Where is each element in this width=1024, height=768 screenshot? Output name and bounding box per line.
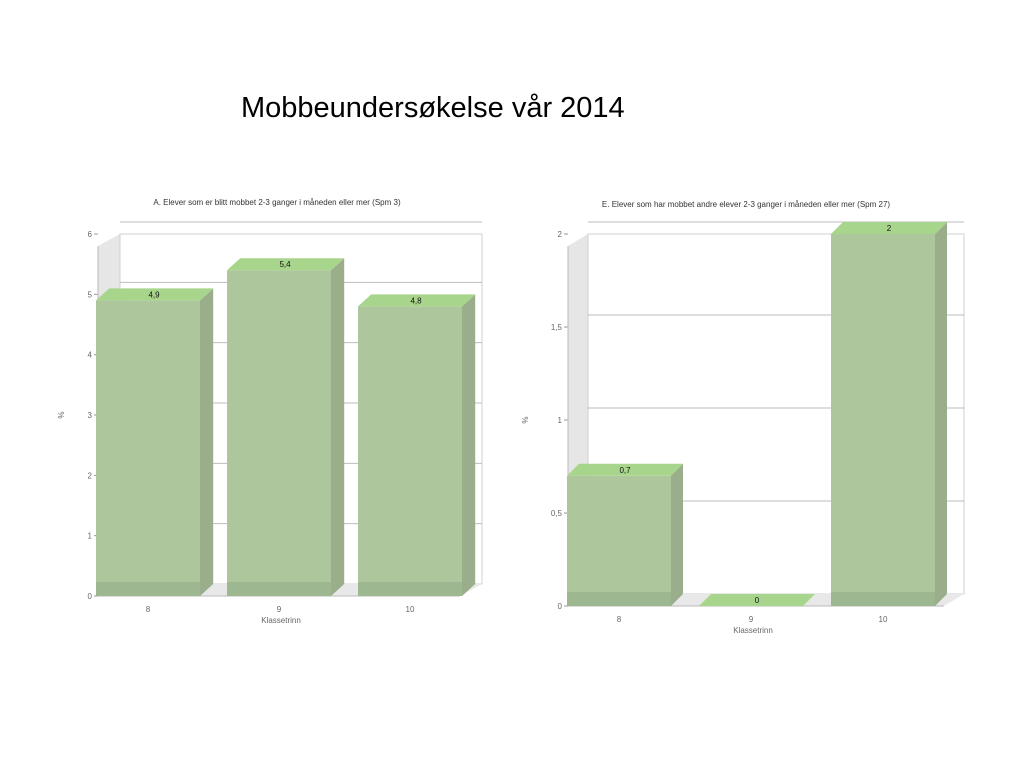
bar-top (227, 258, 345, 271)
chart-bullied: A. Elever som er blitt mobbet 2-3 ganger… (57, 198, 483, 625)
data-label: 0,7 (619, 466, 631, 475)
y-tick-label: 2 (558, 230, 563, 239)
y-tick-label: 1 (558, 416, 563, 425)
bar (567, 463, 683, 606)
x-tick-label: 10 (879, 615, 888, 624)
data-label: 0 (755, 596, 760, 605)
y-tick-label: 3 (88, 411, 93, 420)
chart-bullying-others: E. Elever som har mobbet andre elever 2-… (521, 200, 965, 635)
x-axis-label: Klassetrinn (261, 616, 301, 625)
bar-base (227, 582, 331, 596)
y-tick-label: 4 (88, 351, 93, 360)
y-tick-label: 2 (88, 471, 93, 480)
bar (358, 294, 476, 596)
bar-side (331, 258, 345, 596)
y-tick-label: 6 (88, 230, 93, 239)
chart-title: A. Elever som er blitt mobbet 2-3 ganger… (153, 198, 401, 207)
y-axis-label: % (521, 416, 530, 423)
x-tick-label: 9 (277, 605, 282, 614)
bar (227, 258, 345, 596)
data-label: 4,8 (410, 296, 422, 305)
bar-face (831, 234, 935, 606)
bar-side (462, 294, 476, 596)
bar-base (358, 582, 462, 596)
bar-top (96, 288, 214, 301)
slide-title: Mobbeundersøkelse vår 2014 (241, 92, 625, 124)
bar (831, 222, 947, 606)
bar-side (935, 222, 947, 606)
y-tick-label: 1 (88, 532, 93, 541)
bar (96, 288, 214, 596)
bar-side (671, 463, 683, 606)
y-tick-label: 5 (88, 290, 93, 299)
x-tick-label: 8 (146, 605, 151, 614)
chart-title: E. Elever som har mobbet andre elever 2-… (602, 200, 890, 209)
y-tick-label: 0 (558, 602, 563, 611)
bar-face (96, 300, 200, 596)
bar-face (227, 270, 331, 596)
x-tick-label: 9 (749, 615, 754, 624)
bar-top (831, 222, 947, 234)
bar-top (699, 594, 815, 606)
data-label: 2 (887, 224, 892, 233)
y-axis-label: % (57, 411, 66, 418)
bar (699, 594, 815, 606)
data-label: 4,9 (148, 290, 160, 299)
bar-face (358, 306, 462, 596)
y-tick-label: 1,5 (551, 323, 563, 332)
x-axis-label: Klassetrinn (733, 626, 773, 635)
bar-top (567, 463, 683, 476)
y-tick-label: 0 (88, 592, 93, 601)
y-tick-label: 0,5 (551, 509, 563, 518)
bar-base (96, 582, 200, 596)
bar-side (200, 288, 214, 596)
bar-base (831, 592, 935, 606)
x-tick-label: 8 (617, 615, 622, 624)
bar-face (567, 475, 671, 606)
x-tick-label: 10 (406, 605, 415, 614)
bar-top (358, 294, 476, 307)
data-label: 5,4 (279, 260, 291, 269)
bar-base (567, 592, 671, 606)
